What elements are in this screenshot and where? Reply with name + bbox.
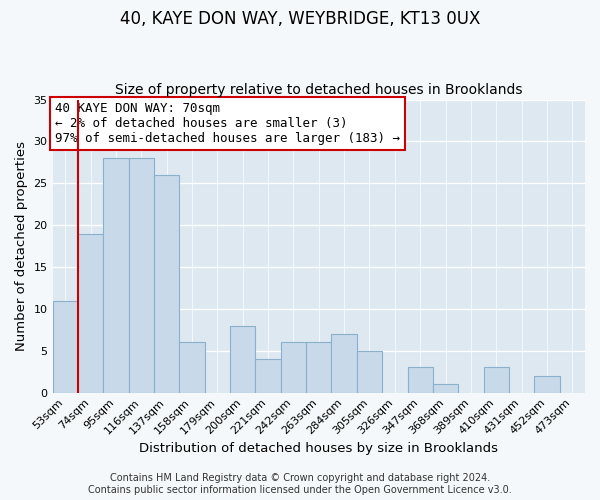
Text: 40, KAYE DON WAY, WEYBRIDGE, KT13 0UX: 40, KAYE DON WAY, WEYBRIDGE, KT13 0UX — [120, 10, 480, 28]
Bar — [484, 368, 509, 392]
Bar — [179, 342, 205, 392]
X-axis label: Distribution of detached houses by size in Brooklands: Distribution of detached houses by size … — [139, 442, 498, 455]
Bar — [53, 300, 78, 392]
Bar — [230, 326, 256, 392]
Title: Size of property relative to detached houses in Brooklands: Size of property relative to detached ho… — [115, 83, 523, 97]
Bar — [78, 234, 103, 392]
Bar — [128, 158, 154, 392]
Bar — [281, 342, 306, 392]
Text: Contains HM Land Registry data © Crown copyright and database right 2024.
Contai: Contains HM Land Registry data © Crown c… — [88, 474, 512, 495]
Bar — [407, 368, 433, 392]
Bar — [103, 158, 128, 392]
Bar — [534, 376, 560, 392]
Bar — [306, 342, 331, 392]
Bar — [331, 334, 357, 392]
Text: 40 KAYE DON WAY: 70sqm
← 2% of detached houses are smaller (3)
97% of semi-detac: 40 KAYE DON WAY: 70sqm ← 2% of detached … — [55, 102, 400, 146]
Bar — [256, 359, 281, 392]
Bar — [357, 350, 382, 393]
Y-axis label: Number of detached properties: Number of detached properties — [15, 141, 28, 351]
Bar — [154, 175, 179, 392]
Bar — [433, 384, 458, 392]
